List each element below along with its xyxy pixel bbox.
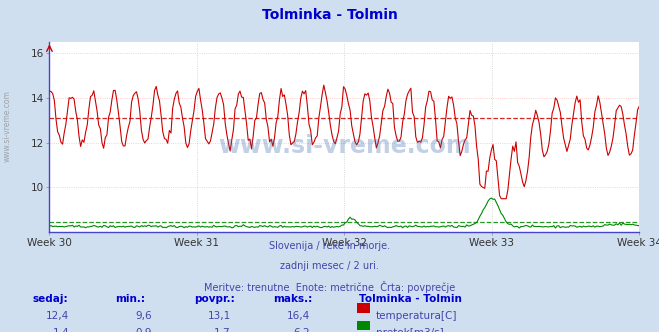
Text: 16,4: 16,4 — [287, 311, 310, 321]
Text: povpr.:: povpr.: — [194, 294, 235, 304]
Text: Slovenija / reke in morje.: Slovenija / reke in morje. — [269, 241, 390, 251]
Text: min.:: min.: — [115, 294, 146, 304]
Text: Meritve: trenutne  Enote: metrične  Črta: povprečje: Meritve: trenutne Enote: metrične Črta: … — [204, 281, 455, 292]
Text: 1,7: 1,7 — [214, 328, 231, 332]
Text: Tolminka - Tolmin: Tolminka - Tolmin — [359, 294, 462, 304]
Text: zadnji mesec / 2 uri.: zadnji mesec / 2 uri. — [280, 261, 379, 271]
Text: www.si-vreme.com: www.si-vreme.com — [3, 90, 12, 162]
Text: pretok[m3/s]: pretok[m3/s] — [376, 328, 444, 332]
Text: sedaj:: sedaj: — [33, 294, 69, 304]
Text: 13,1: 13,1 — [208, 311, 231, 321]
Text: maks.:: maks.: — [273, 294, 313, 304]
Text: 1,4: 1,4 — [53, 328, 69, 332]
Text: 6,2: 6,2 — [293, 328, 310, 332]
Text: temperatura[C]: temperatura[C] — [376, 311, 457, 321]
Text: 0,9: 0,9 — [135, 328, 152, 332]
Text: Tolminka - Tolmin: Tolminka - Tolmin — [262, 8, 397, 22]
Text: www.si-vreme.com: www.si-vreme.com — [218, 134, 471, 158]
Text: 9,6: 9,6 — [135, 311, 152, 321]
Text: 12,4: 12,4 — [46, 311, 69, 321]
